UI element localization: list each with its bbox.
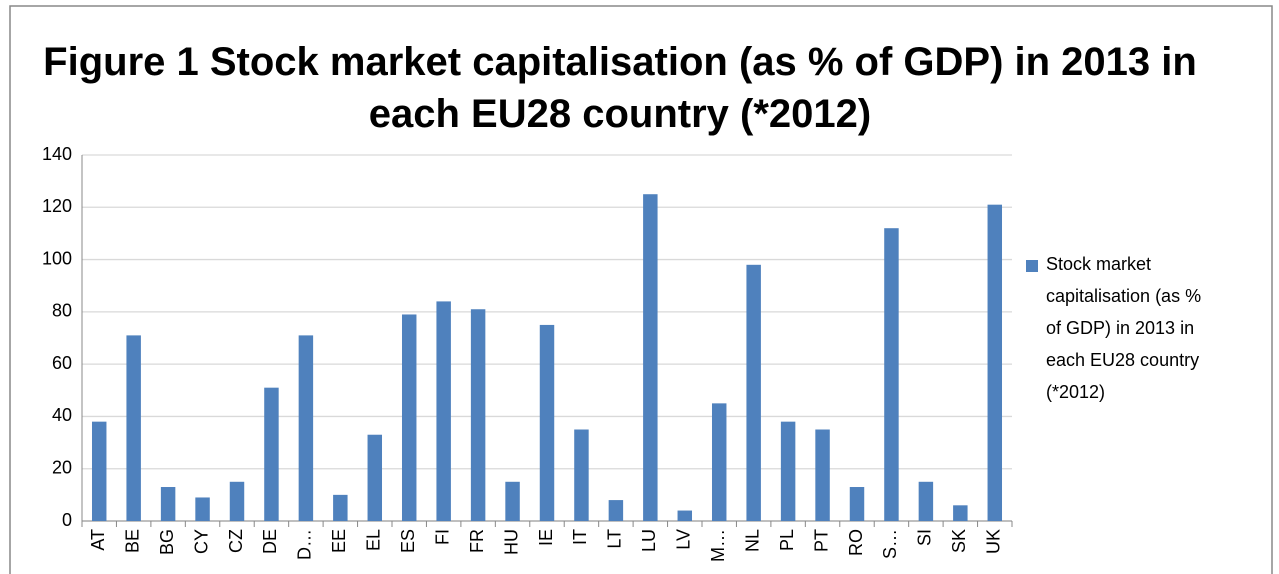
bar [505,481,520,521]
x-tick-label: UK [984,529,1004,554]
bar [746,264,761,521]
x-tick-label: HU [501,529,521,555]
x-tick-label: EL [364,529,384,551]
chart-title: Figure 1 Stock market capitalisation (as… [43,40,1197,136]
y-tick-label: 100 [42,248,72,268]
bar [849,487,865,521]
bar [918,481,934,521]
y-tick-label: 80 [52,301,72,321]
legend-swatch [1026,260,1038,272]
bar [987,204,1003,521]
x-tick-label: S… [880,529,900,559]
y-tick-label: 20 [52,457,72,477]
bar [815,429,830,521]
y-tick-label: 60 [52,353,72,373]
y-tick-label: 40 [52,405,72,425]
bar [195,497,210,521]
x-tick-label: IT [570,529,590,545]
bar [677,510,693,521]
bar [470,309,486,521]
bar [126,335,141,521]
x-tick-label: RO [846,529,866,556]
y-tick-label: 0 [62,510,72,530]
x-tick-label: FR [467,529,487,553]
x-tick-label: NL [742,529,762,552]
x-tick-label: BG [157,529,177,555]
bar [574,429,589,521]
bar [539,324,555,521]
bar [264,387,279,521]
y-tick-label: 140 [42,144,72,164]
bar [160,487,176,521]
x-tick-label: DE [260,529,280,554]
bar [711,403,727,521]
x-tick-label: FI [432,529,452,545]
x-tick-label: SK [949,529,969,553]
x-tick-label: EE [329,529,349,553]
x-tick-label: PT [811,529,831,552]
x-tick-label: D… [295,529,315,560]
x-tick-label: PL [777,529,797,551]
x-tick-label: CY [191,529,211,554]
bar [608,500,624,521]
x-tick-label: IE [536,529,556,546]
bar [333,494,348,521]
x-tick-label: BE [122,529,142,553]
bar [229,481,245,521]
bar [367,434,383,521]
legend-label: Stock market capitalisation (as % of GDP… [1046,254,1202,402]
x-tick-label: M… [708,529,728,562]
chart-frame [9,5,1273,574]
x-tick-label: CZ [226,529,246,553]
y-tick-label: 120 [42,196,72,216]
bar [298,335,314,521]
x-tick-label: LU [639,529,659,552]
bar [436,301,451,521]
bar [780,421,796,521]
bar [884,228,899,521]
x-tick-label: LV [674,529,694,550]
bar [401,314,417,521]
x-tick-label: LT [605,529,625,549]
x-tick-label: SI [915,529,935,546]
x-tick-label: ES [398,529,418,553]
bar [91,421,107,521]
bar [953,505,968,521]
x-tick-label: AT [88,529,108,551]
bar [643,194,658,521]
